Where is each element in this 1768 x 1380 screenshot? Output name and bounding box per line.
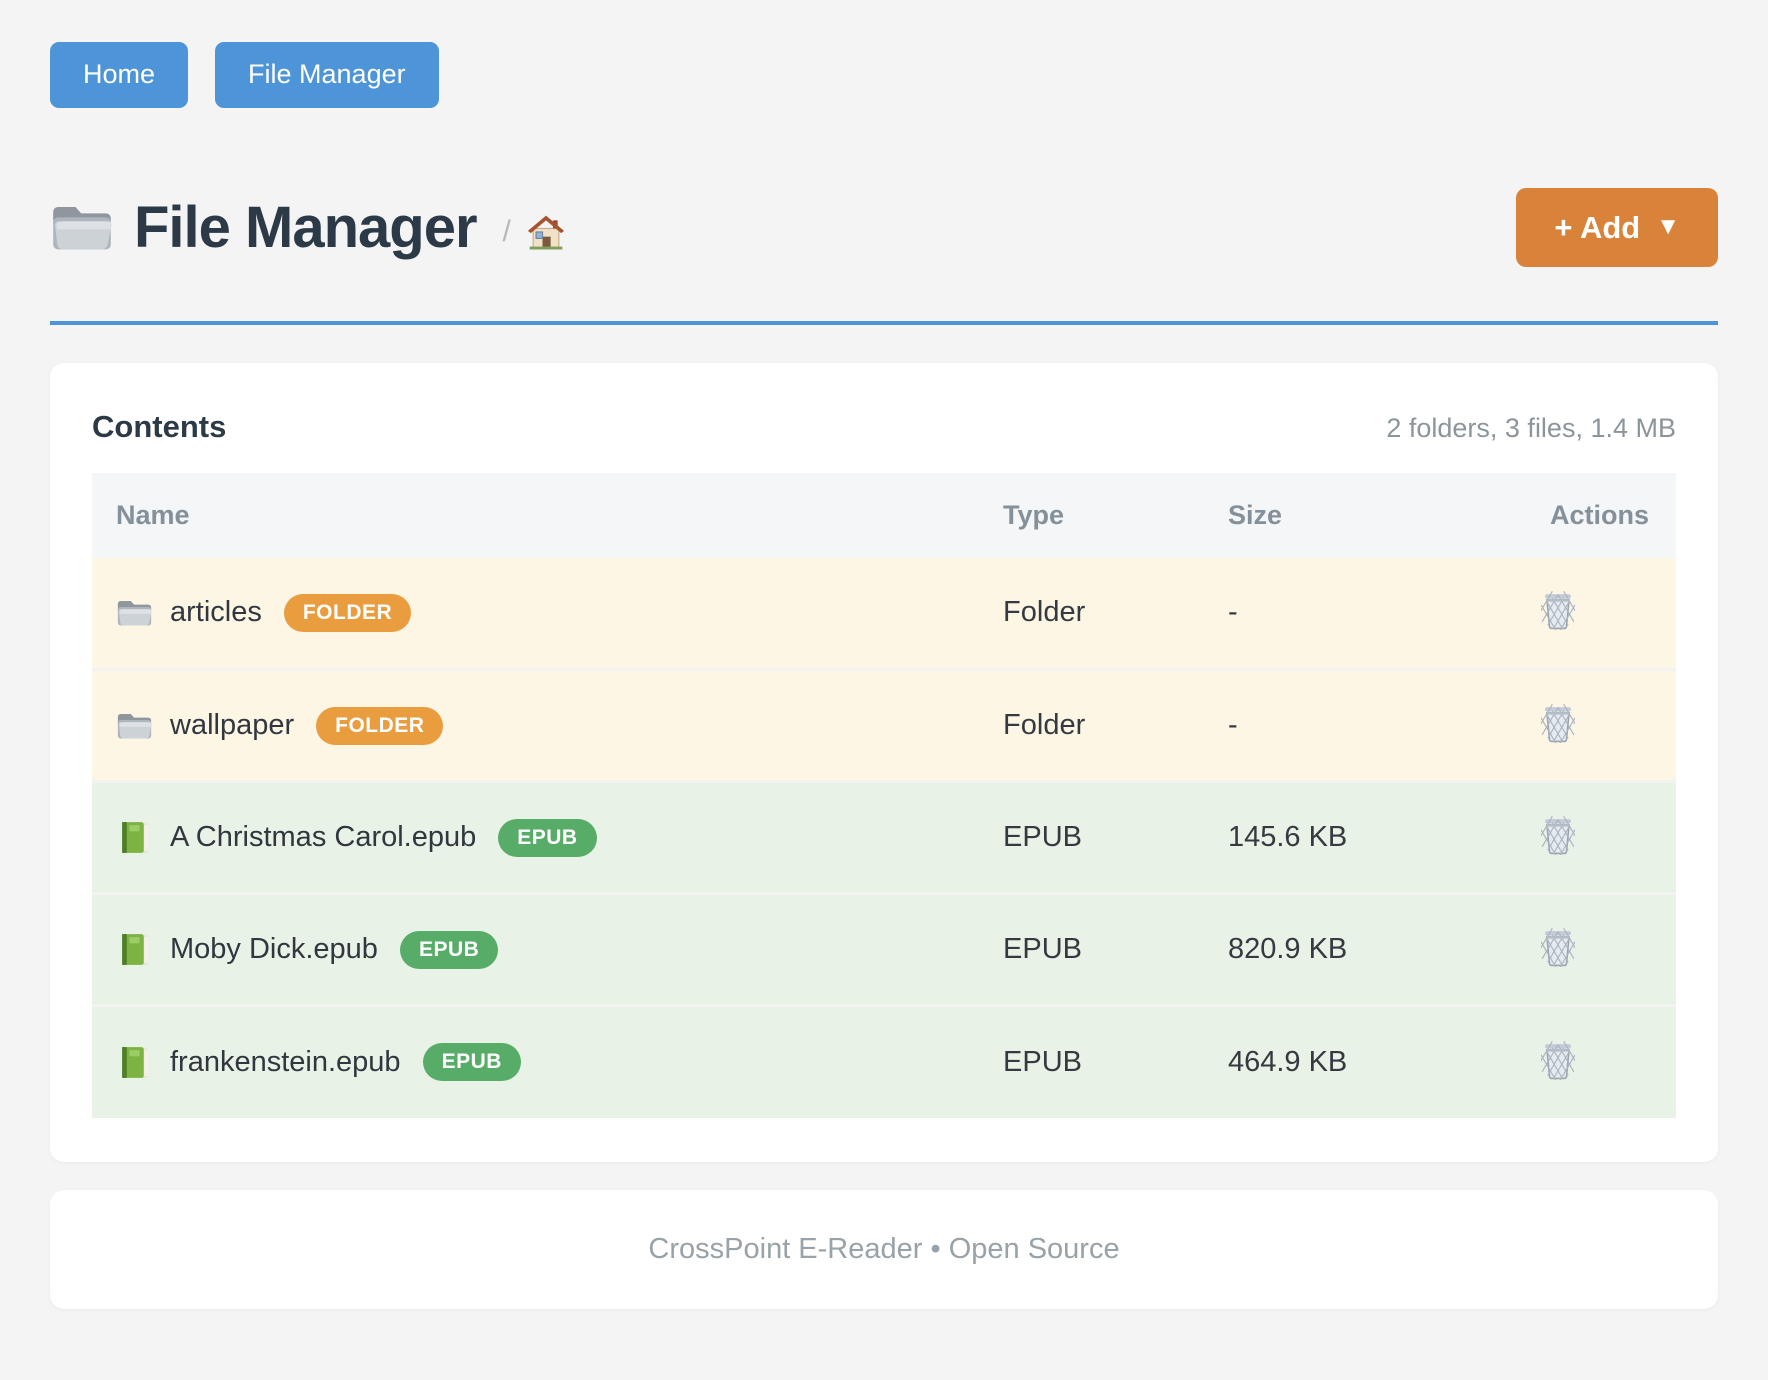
file-name[interactable]: articles xyxy=(170,596,262,629)
table-row: articles FOLDER Folder - xyxy=(92,557,1676,670)
page-header: File Manager / + Add ▼ xyxy=(50,187,1718,267)
type-cell: Folder xyxy=(1003,709,1086,742)
actions-cell xyxy=(1440,670,1676,782)
book-icon xyxy=(116,819,153,856)
name-cell: Moby Dick.epub EPUB xyxy=(92,894,979,1006)
trash-icon xyxy=(1541,591,1575,630)
size-cell: 145.6 KB xyxy=(1227,821,1348,854)
table-row: wallpaper FOLDER Folder - xyxy=(92,669,1676,782)
contents-card-header: Contents 2 folders, 3 files, 1.4 MB xyxy=(92,409,1676,445)
contents-heading: Contents xyxy=(92,408,227,444)
type-cell: EPUB xyxy=(1003,1045,1083,1078)
chevron-down-icon: ▼ xyxy=(1656,213,1680,241)
add-button-label: + Add xyxy=(1554,209,1641,245)
nav-button-file-manager[interactable]: File Manager xyxy=(215,42,439,108)
top-nav: Home File Manager xyxy=(50,42,1718,108)
actions-cell xyxy=(1440,1006,1676,1118)
trash-icon xyxy=(1541,816,1575,855)
trash-icon xyxy=(1541,928,1575,967)
book-icon xyxy=(116,1044,153,1081)
actions-cell xyxy=(1440,558,1676,670)
size-cell: 820.9 KB xyxy=(1227,933,1348,966)
title-divider xyxy=(50,320,1718,325)
type-badge: FOLDER xyxy=(316,706,444,745)
type-cell: EPUB xyxy=(1003,933,1083,966)
folder-icon xyxy=(116,594,153,631)
trash-icon xyxy=(1541,704,1575,743)
title-group: File Manager / xyxy=(50,194,567,261)
actions-cell xyxy=(1440,894,1676,1006)
name-cell: frankenstein.epub EPUB xyxy=(92,1006,979,1118)
page: Home File Manager File Manager / + Add ▼… xyxy=(50,42,1718,1309)
table-row: Moby Dick.epub EPUB EPUB 820.9 KB xyxy=(92,893,1676,1006)
type-badge: EPUB xyxy=(422,1043,521,1082)
home-icon[interactable] xyxy=(525,202,567,252)
file-name[interactable]: Moby Dick.epub xyxy=(170,933,378,966)
column-header-name: Name xyxy=(92,472,980,558)
table-row: A Christmas Carol.epub EPUB EPUB 145.6 K… xyxy=(92,781,1676,894)
column-header-size: Size xyxy=(1203,472,1440,558)
trash-icon xyxy=(1541,1041,1575,1080)
delete-button[interactable] xyxy=(1537,812,1579,859)
footer-card: CrossPoint E-Reader • Open Source xyxy=(50,1189,1718,1309)
folder-icon xyxy=(50,199,134,255)
delete-button[interactable] xyxy=(1537,1037,1579,1084)
type-cell: EPUB xyxy=(1003,821,1083,854)
folder-icon xyxy=(116,707,153,744)
column-header-actions: Actions xyxy=(1439,472,1676,558)
type-badge: FOLDER xyxy=(283,593,412,632)
nav-button-home[interactable]: Home xyxy=(50,42,189,108)
file-table-body: articles FOLDER Folder - xyxy=(92,557,1676,1118)
size-cell: 464.9 KB xyxy=(1227,1045,1348,1078)
page-title: File Manager xyxy=(134,194,478,260)
column-header-type: Type xyxy=(979,472,1204,558)
add-button[interactable]: + Add ▼ xyxy=(1516,187,1718,267)
type-badge: EPUB xyxy=(399,930,499,969)
actions-cell xyxy=(1440,782,1676,894)
size-cell: - xyxy=(1227,709,1238,742)
footer-text: CrossPoint E-Reader • Open Source xyxy=(648,1232,1120,1265)
file-name[interactable]: wallpaper xyxy=(170,709,295,742)
contents-card: Contents 2 folders, 3 files, 1.4 MB Name… xyxy=(50,362,1718,1162)
delete-button[interactable] xyxy=(1537,587,1579,634)
type-cell: Folder xyxy=(1003,596,1086,629)
name-cell: articles FOLDER xyxy=(92,558,979,670)
file-table: Name Type Size Actions articles FOLDER F… xyxy=(92,472,1676,1118)
file-name[interactable]: frankenstein.epub xyxy=(170,1045,401,1078)
contents-summary: 2 folders, 3 files, 1.4 MB xyxy=(1386,412,1676,443)
type-badge: EPUB xyxy=(498,818,597,857)
delete-button[interactable] xyxy=(1537,924,1579,971)
file-table-header: Name Type Size Actions xyxy=(92,472,1676,558)
book-icon xyxy=(116,931,153,968)
file-name[interactable]: A Christmas Carol.epub xyxy=(170,821,477,854)
breadcrumb-separator: / xyxy=(502,215,511,249)
table-row: frankenstein.epub EPUB EPUB 464.9 KB xyxy=(92,1005,1676,1118)
size-cell: - xyxy=(1227,596,1238,629)
delete-button[interactable] xyxy=(1537,700,1579,747)
name-cell: A Christmas Carol.epub EPUB xyxy=(92,782,979,894)
name-cell: wallpaper FOLDER xyxy=(92,670,979,782)
